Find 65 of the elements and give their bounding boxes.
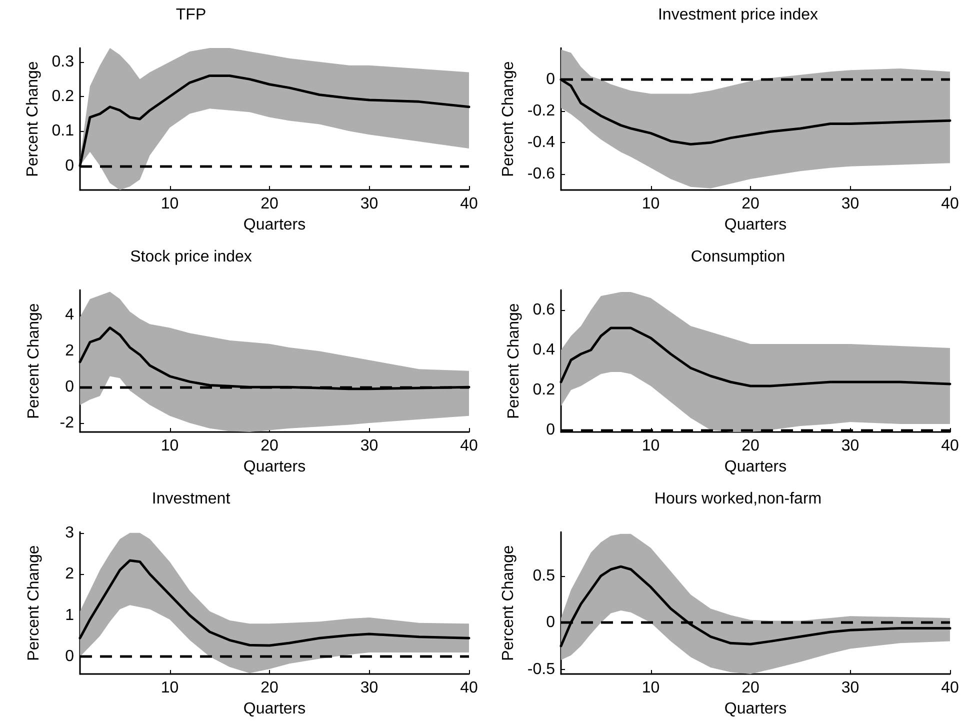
x-tick-label: 10 xyxy=(160,680,179,696)
y-tick-label: 0.1 xyxy=(52,122,74,140)
x-tick-label: 40 xyxy=(941,438,959,454)
y-tick-label: 0 xyxy=(546,614,556,632)
x-tick-label: 20 xyxy=(260,196,279,212)
y-tick-label: -0.5 xyxy=(527,660,556,678)
x-tick-label: 10 xyxy=(642,196,660,212)
x-tick-label: 30 xyxy=(841,196,860,212)
chart-title: Hours worked,non-farm xyxy=(654,490,822,508)
x-tick-label: 30 xyxy=(841,680,860,696)
y-axis-title: Percent Change xyxy=(505,303,522,419)
y-tick-label: 0.6 xyxy=(532,302,556,318)
x-tick-label: 20 xyxy=(260,438,279,454)
y-tick-label: 2 xyxy=(65,566,74,583)
y-tick-label: -0.2 xyxy=(527,102,556,120)
x-axis-title: Quarters xyxy=(724,700,787,718)
y-tick-label: 0.2 xyxy=(52,88,74,105)
x-tick-label: 20 xyxy=(260,680,279,696)
y-tick-label: -2 xyxy=(60,414,74,432)
x-axis-title: Quarters xyxy=(243,216,306,234)
y-tick-label: -0.6 xyxy=(527,166,556,183)
x-tick-label: 40 xyxy=(460,196,478,212)
x-tick-label: 40 xyxy=(460,438,478,454)
x-tick-label: 10 xyxy=(160,196,179,212)
x-tick-label: 20 xyxy=(742,680,760,696)
x-tick-label: 30 xyxy=(360,680,378,696)
x-tick-label: 30 xyxy=(360,196,378,212)
y-axis-title: Percent Change xyxy=(26,303,42,419)
y-tick-label: 0.3 xyxy=(52,53,74,70)
y-tick-label: 4 xyxy=(65,306,74,324)
y-tick-label: 0 xyxy=(65,378,74,396)
y-tick-label: 0.5 xyxy=(532,567,556,584)
chart-title: Investment price index xyxy=(658,6,818,24)
x-axis-title: Quarters xyxy=(243,700,306,718)
x-tick-label: 40 xyxy=(460,680,478,696)
y-axis-title: Percent Change xyxy=(26,545,42,661)
x-tick-label: 10 xyxy=(642,680,660,696)
x-tick-label: 40 xyxy=(941,680,959,696)
chart-title: Stock price index xyxy=(130,248,252,266)
y-axis-title: Percent Change xyxy=(500,545,518,661)
x-tick-label: 30 xyxy=(360,438,378,454)
y-tick-label: 0 xyxy=(546,422,556,438)
x-tick-label: 40 xyxy=(941,196,959,212)
x-tick-label: 30 xyxy=(841,438,860,454)
y-tick-label: 2 xyxy=(65,342,74,360)
y-tick-label: -0.4 xyxy=(527,134,556,152)
y-axis-title: Percent Change xyxy=(500,61,518,177)
y-tick-label: 0 xyxy=(65,157,74,174)
y-tick-label: 1 xyxy=(65,606,74,624)
x-tick-label: 10 xyxy=(642,438,660,454)
x-tick-label: 10 xyxy=(160,438,179,454)
y-tick-label: 0 xyxy=(546,71,556,88)
chart-title: Consumption xyxy=(690,248,786,266)
chart-title: Investment xyxy=(152,490,231,508)
x-axis-title: Quarters xyxy=(243,458,306,476)
y-tick-label: 0.4 xyxy=(532,342,556,358)
x-axis-title: Quarters xyxy=(724,458,787,476)
y-axis-title: Percent Change xyxy=(24,61,42,177)
x-tick-label: 20 xyxy=(742,438,760,454)
chart-title: TFP xyxy=(176,6,206,24)
x-axis-title: Quarters xyxy=(724,216,787,234)
x-tick-label: 20 xyxy=(742,196,760,212)
y-tick-label: 0.2 xyxy=(532,382,556,398)
y-tick-label: 3 xyxy=(65,524,74,542)
y-tick-label: 0 xyxy=(65,648,74,666)
